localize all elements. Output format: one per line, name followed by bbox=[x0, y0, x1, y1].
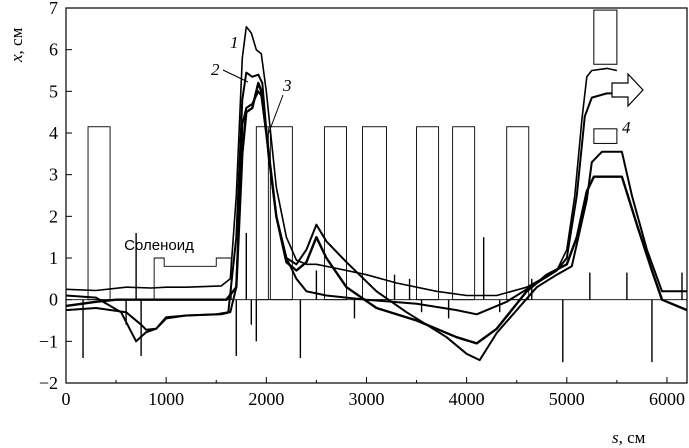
y-tick-label-7: 5 bbox=[49, 81, 58, 101]
y-tick-label-6: 4 bbox=[49, 123, 58, 143]
lattice-block-3 bbox=[323, 126, 347, 301]
large-box bbox=[593, 9, 618, 65]
x-tick-label-0: 0 bbox=[62, 389, 71, 409]
leader-line-2 bbox=[222, 69, 249, 83]
solenoid-outline bbox=[153, 257, 232, 300]
y-axis-label: x, см bbox=[7, 27, 26, 63]
curve-1 bbox=[65, 26, 618, 297]
curve-label-1: 1 bbox=[230, 33, 239, 52]
y-tick-label-1: −1 bbox=[39, 331, 58, 351]
lattice-block-6 bbox=[452, 126, 476, 301]
y-tick-label-4: 2 bbox=[49, 206, 58, 226]
lattice-block-7 bbox=[506, 126, 530, 301]
x-tick-label-3000: 3000 bbox=[348, 389, 384, 409]
x-tick-label-6000: 6000 bbox=[649, 389, 685, 409]
x-axis-var: s bbox=[612, 428, 619, 447]
y-tick-label-9: 7 bbox=[49, 0, 58, 18]
curve-label-2: 2 bbox=[211, 60, 220, 79]
lattice-block-1 bbox=[255, 126, 269, 301]
curve-label-3: 3 bbox=[282, 76, 292, 95]
svg-text:x, см: x, см bbox=[7, 27, 26, 63]
data-curves bbox=[65, 26, 688, 362]
hollow-arrow-icon bbox=[611, 72, 644, 108]
solenoid-label: Соленоид bbox=[124, 237, 194, 254]
x-tick-label-2000: 2000 bbox=[248, 389, 284, 409]
leader-line-3 bbox=[265, 94, 284, 141]
y-tick-label-2: 0 bbox=[49, 290, 58, 310]
y-tick-label-3: 1 bbox=[49, 248, 58, 268]
lattice-block-2 bbox=[269, 126, 293, 301]
y-axis-var: x bbox=[7, 54, 26, 63]
plot-frame bbox=[65, 7, 688, 384]
x-tick-label-4000: 4000 bbox=[449, 389, 485, 409]
lattice-elements bbox=[66, 9, 687, 363]
y-tick-label-5: 3 bbox=[49, 165, 58, 185]
curve-4 bbox=[65, 81, 688, 345]
small-box bbox=[593, 128, 618, 144]
x-tick-label-5000: 5000 bbox=[549, 389, 585, 409]
y-tick-label-0: −2 bbox=[39, 373, 58, 393]
y-tick-label-8: 6 bbox=[49, 40, 58, 60]
svg-text:s, см: s, см bbox=[612, 428, 646, 447]
lattice-block-5 bbox=[416, 126, 440, 301]
lattice-block-4 bbox=[362, 126, 387, 301]
lattice-block-0 bbox=[87, 126, 111, 301]
y-axis-unit: , см bbox=[7, 27, 26, 54]
x-tick-label-1000: 1000 bbox=[148, 389, 184, 409]
curve-label-4: 4 bbox=[622, 118, 631, 137]
x-axis-unit: , см bbox=[619, 428, 646, 447]
curve-2 bbox=[65, 71, 617, 343]
curve-3 bbox=[65, 90, 687, 362]
x-axis-label: s, см bbox=[612, 428, 646, 447]
